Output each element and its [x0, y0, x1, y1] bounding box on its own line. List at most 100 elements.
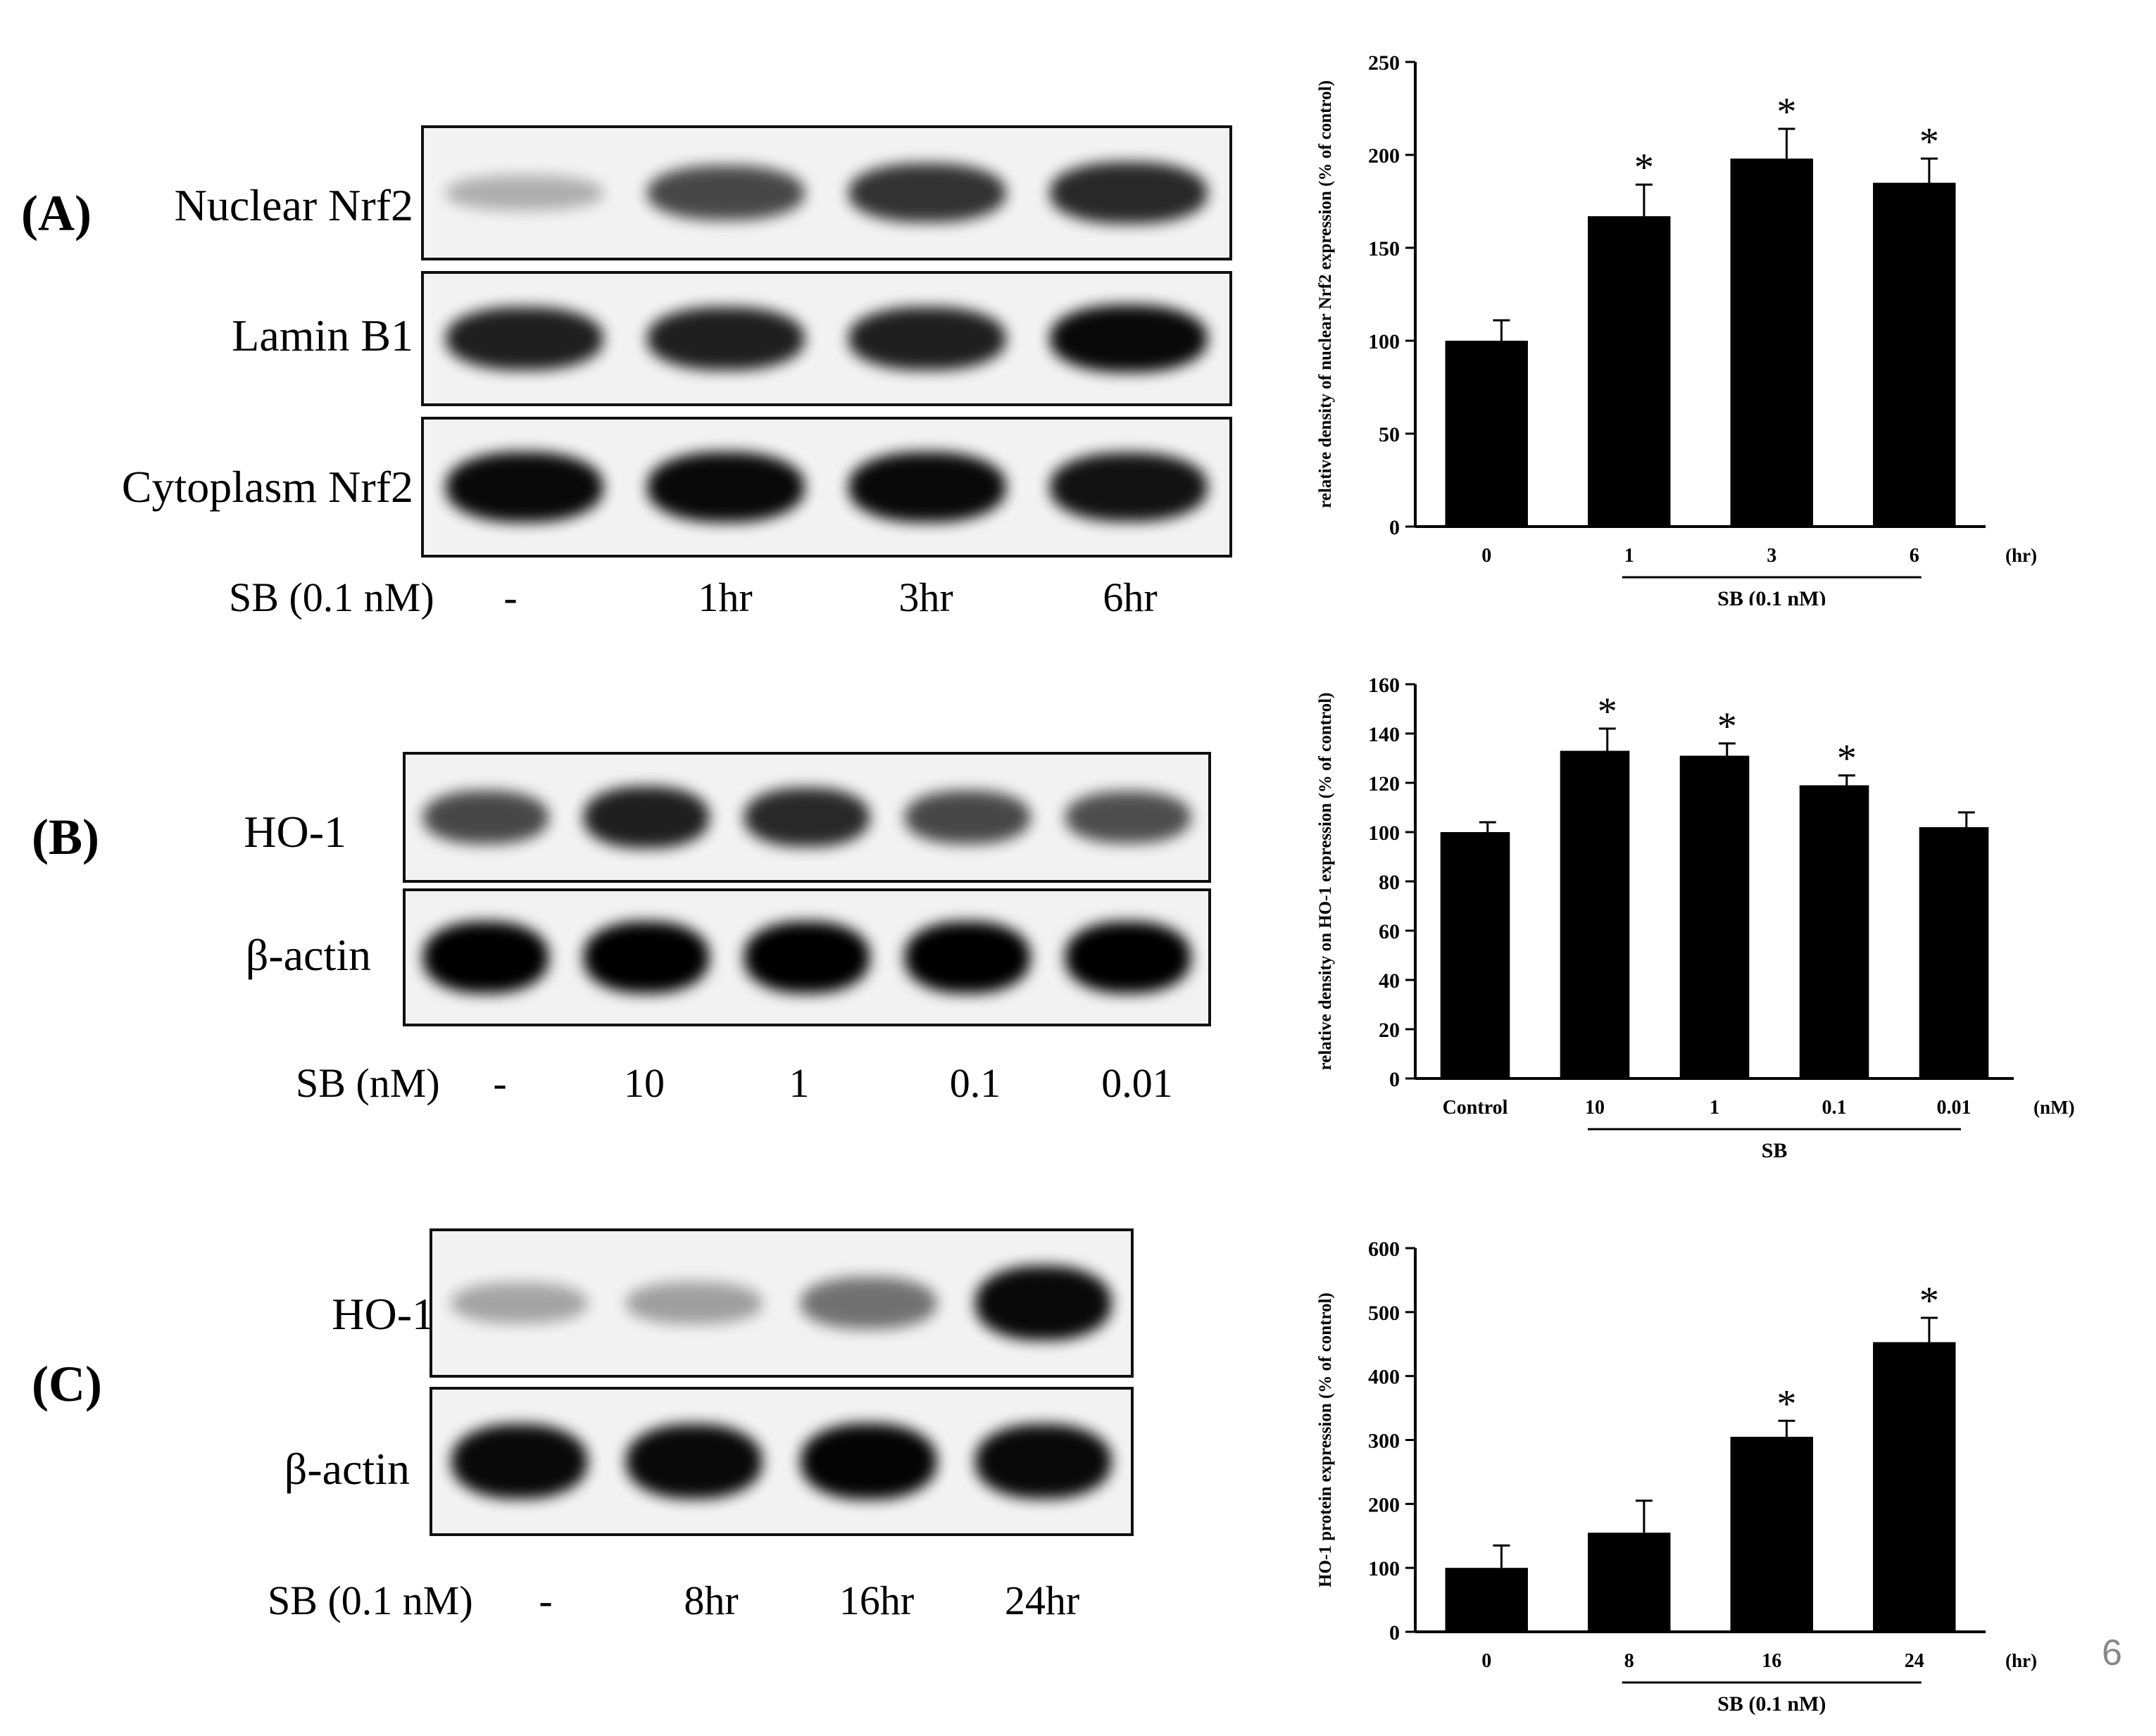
blot-band	[848, 306, 1006, 371]
blot-band	[647, 306, 805, 371]
blot-b-1	[403, 888, 1211, 1026]
bar-chart-ho1-dose: 0 20 40 60 80 100 120 140 160 relative density on…	[1316, 674, 2074, 1162]
significance-marker: *	[1717, 705, 1737, 748]
blot-band	[744, 787, 870, 848]
blot-band	[975, 1423, 1112, 1499]
x-unit-label: (hr)	[2005, 545, 2037, 566]
blot-band	[451, 1283, 588, 1323]
y-tick-label: 400	[1368, 1366, 1400, 1389]
condition-label-c: SB (0.1 nM)	[268, 1578, 473, 1623]
y-tick-label: 160	[1368, 674, 1400, 697]
blot-a-1	[421, 271, 1232, 406]
blot-band	[905, 790, 1030, 845]
x-tick-label: 0	[1481, 1650, 1491, 1672]
group-label: SB (0.1 nM)	[1717, 1692, 1826, 1716]
blot-band	[848, 451, 1006, 523]
lane-label: 16hr	[839, 1578, 915, 1623]
significance-marker: *	[1837, 737, 1857, 781]
x-unit-label: (nM)	[2033, 1097, 2074, 1118]
y-tick-label: 0	[1389, 516, 1400, 539]
y-axis-label: relative density of nuclear Nrf2 express…	[1316, 80, 1335, 508]
x-tick-label: 1	[1710, 1097, 1719, 1119]
bar	[1440, 832, 1510, 1078]
condition-label-a: SB (0.1 nM)	[229, 574, 434, 620]
significance-marker: *	[1919, 1279, 1939, 1323]
lane-label: 6hr	[1103, 574, 1158, 620]
blot-c-0	[430, 1228, 1134, 1378]
significance-marker: *	[1776, 1382, 1796, 1426]
y-tick-label: 500	[1368, 1302, 1400, 1325]
blot-band	[1050, 453, 1208, 522]
significance-marker: *	[1598, 690, 1617, 734]
x-tick-label: 6	[1910, 545, 1919, 567]
lane-label: 24hr	[1004, 1578, 1080, 1623]
blot-band	[451, 1423, 588, 1499]
bar	[1679, 755, 1750, 1078]
blot-band	[905, 922, 1030, 993]
bar	[1560, 750, 1630, 1078]
lane-label: 1	[789, 1060, 810, 1106]
lane-label: 0.1	[949, 1060, 1001, 1106]
y-tick-label: 80	[1379, 871, 1400, 894]
blot-band	[446, 451, 603, 523]
bar-chart-ho1-time: 0 100 200 300 400 500 600 HO-1 protein expressi…	[1316, 1238, 2037, 1716]
blot-band	[647, 451, 805, 523]
y-tick-label: 120	[1368, 772, 1400, 795]
y-tick-label: 20	[1379, 1019, 1400, 1042]
blot-band	[801, 1423, 937, 1500]
y-tick-label: 0	[1389, 1068, 1400, 1091]
x-tick-label: 16	[1762, 1650, 1781, 1672]
blot-label-lamin-b1: Lamin B1	[232, 310, 413, 360]
group-label: SB (0.1 nM)	[1717, 587, 1826, 605]
y-tick-label: 140	[1368, 723, 1400, 746]
panel-letter-b: (B)	[32, 809, 99, 865]
y-tick-label: 250	[1368, 51, 1400, 75]
blot-band	[975, 1265, 1112, 1341]
condition-label-b: SB (nM)	[296, 1060, 440, 1106]
lane-label: -	[493, 1060, 507, 1106]
lane-label: 1hr	[698, 574, 753, 620]
y-tick-label: 150	[1368, 237, 1400, 260]
x-tick-label: 0.01	[1937, 1097, 1972, 1119]
lane-label: -	[539, 1578, 553, 1623]
significance-marker: *	[1776, 90, 1796, 134]
y-tick-label: 60	[1379, 920, 1400, 943]
x-tick-label: 3	[1767, 545, 1776, 567]
panel-letter-a: (A)	[21, 185, 92, 241]
blot-c-1	[430, 1387, 1134, 1536]
bar	[1873, 182, 1956, 527]
x-unit-label: (hr)	[2005, 1650, 2037, 1671]
blot-band	[1050, 304, 1208, 373]
x-tick-label: Control	[1443, 1097, 1508, 1119]
y-axis-label: HO-1 protein expression (% of control)	[1316, 1292, 1335, 1587]
lane-label: 10	[624, 1060, 665, 1106]
blot-band	[584, 786, 709, 848]
y-tick-label: 600	[1368, 1238, 1400, 1261]
blot-label-ho1-b: HO-1	[244, 807, 346, 857]
y-tick-label: 100	[1368, 822, 1400, 845]
blot-label-beta-actin-b: β-actin	[245, 930, 371, 980]
y-tick-label: 200	[1368, 1493, 1400, 1516]
y-tick-label: 300	[1368, 1430, 1400, 1453]
y-axis-label: relative density on HO-1 expression (% o…	[1316, 693, 1335, 1071]
bar	[1730, 1436, 1813, 1632]
blot-label-beta-actin-c: β-actin	[284, 1444, 410, 1494]
blot-band	[446, 175, 603, 210]
blot-band	[1065, 922, 1191, 993]
bar	[1873, 1342, 1956, 1632]
y-tick-label: 100	[1368, 330, 1400, 353]
blot-band	[647, 165, 805, 221]
bar	[1730, 158, 1813, 527]
y-tick-label: 50	[1379, 423, 1400, 446]
x-tick-label: 0	[1481, 545, 1491, 567]
blot-band	[626, 1423, 763, 1499]
blot-label-nuclear-nrf2: Nuclear Nrf2	[174, 180, 413, 230]
significance-marker: *	[1634, 146, 1654, 189]
lane-label: 0.01	[1101, 1060, 1173, 1106]
bar	[1445, 1568, 1528, 1632]
x-tick-label: 1	[1624, 545, 1634, 567]
blot-label-cytoplasm-nrf2: Cytoplasm Nrf2	[121, 462, 413, 512]
bar	[1919, 827, 1989, 1078]
bar	[1799, 785, 1869, 1078]
blot-a-2	[421, 417, 1232, 558]
